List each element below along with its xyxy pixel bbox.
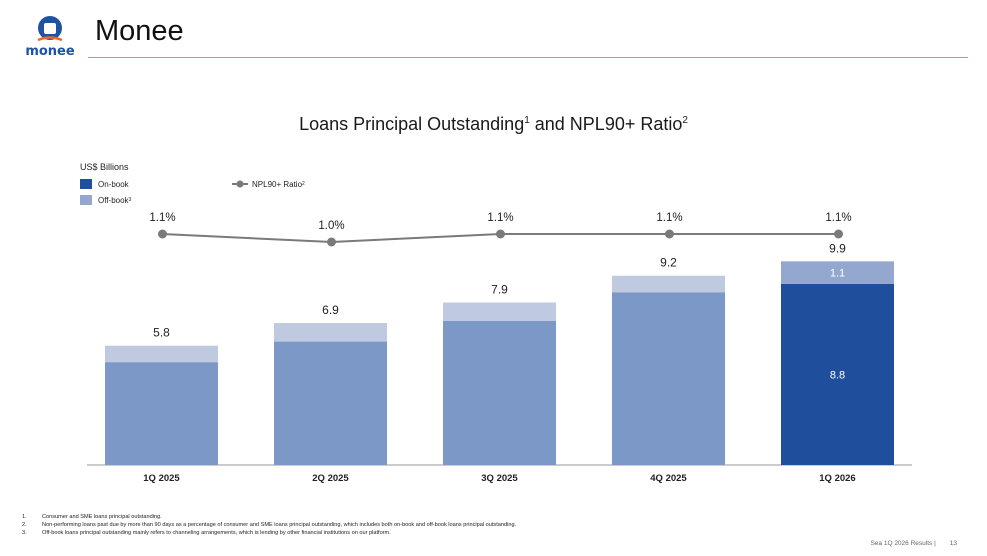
x-tick-label: 4Q 2025 (650, 473, 687, 484)
page-footer: Sea 1Q 2026 Results | 13 (870, 540, 957, 547)
footnote-1: 1. Consumer and SME loans principal outst… (22, 513, 516, 521)
legend-off-book-label: Off-book (98, 195, 129, 205)
npl-ratio-point (496, 229, 505, 239)
legend-off-book: Off-book 3 (80, 195, 131, 205)
footnote-3: 3. Off-book loans principal outstanding m… (22, 529, 516, 537)
footnote-number: 1. (22, 514, 27, 520)
footnote-text: Non-performing loans past due by more th… (42, 522, 517, 528)
npl-ratio-point (665, 229, 674, 239)
npl-ratio-label: 1.1% (656, 212, 682, 224)
page-number: 13 (949, 540, 957, 547)
footnote-text: Consumer and SME loans principal outstan… (42, 514, 162, 520)
legend-off-book-sup: 3 (128, 197, 132, 203)
footnote-text: Off-book loans principal outstanding mai… (42, 530, 391, 536)
legend-npl-label: NPL90+ Ratio (252, 179, 303, 189)
bar-total-label: 7.9 (491, 282, 508, 296)
legend-npl-sup: 2 (302, 181, 305, 187)
legend-on-book: On-book (80, 179, 129, 189)
npl-ratio-point (327, 237, 336, 247)
header-divider (88, 57, 968, 58)
chart-title: Loans Principal Outstanding1 and NPL90+ … (0, 114, 987, 135)
bar-on-book (105, 362, 218, 465)
footnote-2: 2. Non-performing loans past due by more … (22, 521, 516, 529)
x-tick-label: 1Q 2026 (819, 473, 855, 484)
npl-ratio-label: 1.1% (825, 212, 851, 224)
logo-wordmark: monee (25, 44, 75, 59)
footnote-ref-2: 2 (682, 115, 688, 126)
bar-on-book-label: 8.8 (830, 369, 845, 381)
chart-title-mid: and NPL90+ Ratio (529, 114, 683, 134)
legend-npl-swatch (232, 180, 248, 188)
chart-title-main: Loans Principal Outstanding (299, 114, 525, 134)
npl-ratio-point (834, 229, 843, 239)
footer-text: Sea 1Q 2026 Results | (870, 540, 936, 547)
bar-total-label: 5.8 (153, 326, 170, 340)
x-tick-label: 2Q 2025 (312, 473, 349, 484)
legend-off-book-swatch (80, 195, 92, 205)
legend-npl: NPL90+ Ratio 2 (232, 179, 305, 189)
bar-off-book (781, 261, 894, 284)
footnote-number: 3. (22, 530, 27, 536)
footnote-ref-1: 1 (524, 115, 530, 126)
bar-total-label: 9.2 (660, 256, 677, 270)
legend-on-book-swatch (80, 179, 92, 189)
bar-off-book (105, 345, 218, 363)
page-title: Monee (95, 15, 184, 47)
bar-on-book (274, 341, 387, 465)
bar-on-book (781, 283, 894, 465)
bar-total-label: 9.9 (829, 241, 846, 255)
legend-on-book-label: On-book (98, 179, 129, 189)
bar-off-book (274, 323, 387, 342)
bar-total-label: 6.9 (322, 303, 339, 317)
npl-ratio-label: 1.0% (318, 220, 344, 232)
unit-label: US$ Billions (80, 162, 129, 172)
footnote-number: 2. (22, 522, 27, 528)
bar-on-book (612, 292, 725, 465)
npl-ratio-label: 1.1% (149, 212, 175, 224)
bar-off-book (612, 275, 725, 293)
monee-logo-icon (37, 16, 63, 42)
footnotes: 1. Consumer and SME loans principal outst… (22, 513, 516, 537)
x-tick-label: 3Q 2025 (481, 473, 518, 484)
x-tick-label: 1Q 2025 (143, 473, 180, 484)
npl-ratio-point (158, 229, 167, 239)
bar-off-book (443, 302, 556, 321)
npl-ratio-label: 1.1% (487, 212, 513, 224)
bar-on-book (443, 321, 556, 465)
bar-off-book-label: 1.1 (830, 268, 845, 280)
